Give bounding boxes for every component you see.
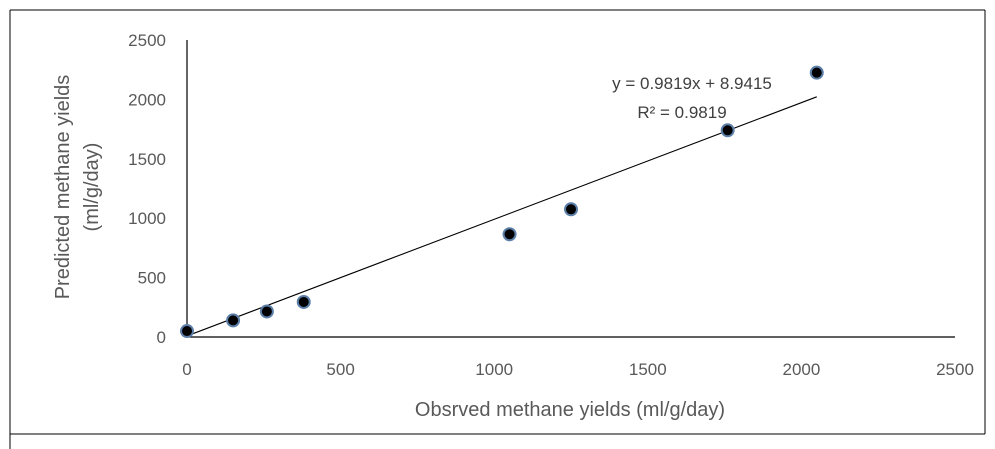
x-tick-label: 2500 (936, 360, 974, 379)
x-axis-title: Obsrved methane yields (ml/g/day) (415, 399, 725, 421)
data-point (502, 227, 517, 242)
data-point (720, 123, 735, 138)
y-tick-label: 1500 (128, 150, 166, 169)
trendline-r2: R² = 0.9819 (637, 103, 726, 122)
y-axis-title: Predicted methane yields (52, 75, 74, 300)
x-tick-label: 500 (326, 360, 354, 379)
y-axis-title-line2-text: (ml/g/day) (81, 143, 103, 232)
tick-labels: 0 500 1000 1500 2000 2500 0 500 1000 1500 2000 2500 (128, 31, 974, 379)
x-tick-label: 0 (182, 360, 191, 379)
y-tick-label: 500 (138, 269, 166, 288)
x-tick-label: 1000 (475, 360, 513, 379)
y-tick-label: 1000 (128, 209, 166, 228)
data-point (564, 202, 578, 217)
data-point (226, 313, 241, 328)
axes (186, 40, 955, 338)
data-point (180, 324, 194, 339)
trendline-layer (186, 96, 817, 337)
data-point (296, 294, 311, 309)
data-point (259, 304, 274, 319)
x-tick-label: 1500 (629, 360, 667, 379)
y-tick-label: 2500 (128, 31, 166, 50)
y-axis-title-line2: (ml/g/day) (81, 143, 103, 232)
data-points (180, 65, 824, 339)
x-tick-label: 2000 (782, 360, 820, 379)
trendline-equation: y = 0.9819x + 8.9415 (612, 74, 772, 93)
trendline (186, 96, 817, 337)
y-tick-label: 2000 (128, 90, 166, 109)
y-tick-label: 0 (157, 328, 166, 347)
y-axis-title-line1: Predicted methane yields (52, 75, 74, 300)
data-point (809, 65, 824, 80)
